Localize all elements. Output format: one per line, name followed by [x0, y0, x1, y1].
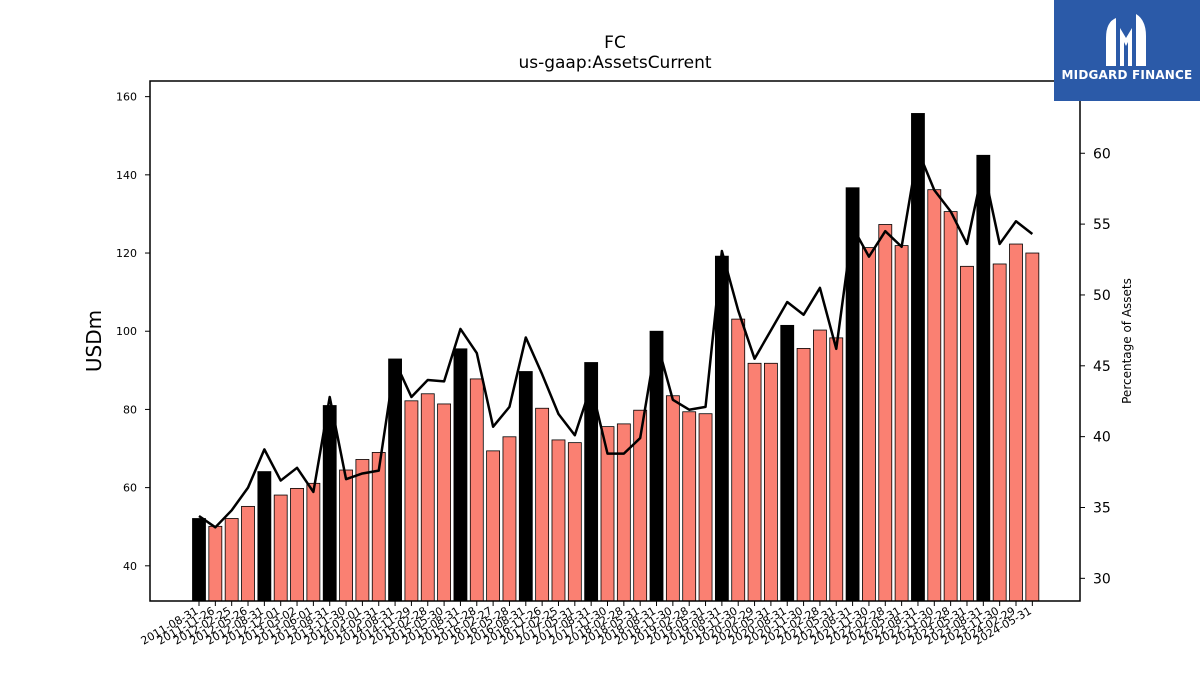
bar: [862, 247, 876, 602]
bar: [764, 362, 778, 602]
y-tick-label: 140: [116, 169, 137, 182]
bar: [192, 518, 206, 602]
y2-tick-label: 30: [1093, 571, 1111, 587]
bar: [273, 494, 288, 602]
y-tick-label: 40: [123, 560, 137, 573]
bar: [453, 348, 468, 602]
y-tick-label: 60: [123, 482, 137, 495]
logo-mark-icon: [1106, 14, 1146, 66]
bar: [371, 452, 386, 602]
bar: [731, 318, 746, 602]
bar: [992, 263, 1007, 602]
bar: [502, 436, 517, 602]
bar: [894, 245, 909, 602]
bar: [911, 113, 925, 602]
bar: [469, 378, 484, 602]
bar: [960, 265, 974, 602]
bar: [878, 224, 893, 602]
bar: [747, 362, 762, 602]
y-tick-label: 120: [116, 247, 137, 260]
bar: [437, 403, 452, 602]
bar: [420, 393, 435, 602]
axes: 406080100120140160303540455055602011-08-…: [116, 91, 1111, 648]
y2-tick-label: 55: [1093, 217, 1111, 233]
bar: [551, 439, 566, 602]
bar: [943, 211, 958, 602]
bar: [535, 407, 550, 602]
chart-subtitle: us-gaap:AssetsCurrent: [518, 53, 711, 73]
logo-text: MIDGARD FINANCE: [1061, 68, 1193, 82]
y-axis-label: USDm: [82, 310, 106, 372]
y-tick-label: 100: [116, 325, 137, 338]
bar: [845, 187, 860, 602]
bar: [208, 525, 223, 602]
bar: [665, 395, 680, 602]
bar: [567, 442, 582, 602]
y2-tick-label: 60: [1093, 146, 1111, 162]
bar: [241, 505, 255, 602]
bar: [682, 411, 697, 602]
y2-tick-label: 50: [1093, 288, 1111, 304]
bar: [306, 482, 321, 602]
bar: [829, 337, 844, 602]
y2-tick-label: 35: [1093, 500, 1111, 516]
y2-axis-label: Percentage of Assets: [1120, 278, 1134, 404]
bar: [257, 471, 272, 602]
bar: [796, 348, 811, 602]
percentage-line: [198, 149, 1034, 529]
y-tick-label: 80: [123, 403, 137, 416]
bar: [322, 405, 337, 602]
bar: [404, 400, 419, 602]
line-series: [198, 149, 1034, 529]
bar: [1025, 252, 1040, 602]
y2-tick-label: 45: [1093, 359, 1111, 375]
bar: [976, 154, 991, 602]
chart-title: FC: [604, 33, 626, 53]
bar: [813, 329, 827, 602]
midgard-finance-logo: MIDGARD FINANCE: [1054, 0, 1200, 101]
plot-frame: [149, 80, 1081, 602]
bar: [224, 518, 239, 602]
bar: [486, 450, 501, 602]
bar: [290, 487, 304, 602]
bar: [518, 371, 533, 602]
bar: [698, 413, 713, 602]
y2-tick-label: 40: [1093, 430, 1111, 446]
bar: [339, 469, 353, 602]
bar: [714, 255, 729, 602]
y-tick-label: 160: [116, 91, 137, 104]
bar: [1009, 243, 1023, 602]
bar: [927, 189, 942, 602]
bar: [780, 324, 795, 602]
bar: [355, 459, 370, 602]
